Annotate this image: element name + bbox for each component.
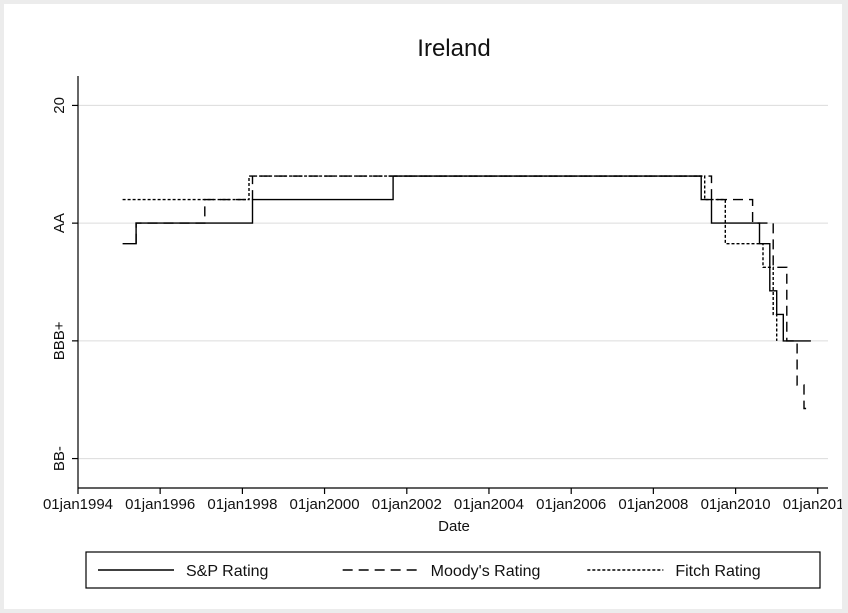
series-line-solid [122,175,811,342]
x-tick-label: 01jan2012 [783,496,842,513]
series-lines [122,175,811,410]
x-axis-title: Date [438,518,470,535]
chart-frame: Ireland BB- BBB+ AA 20 01jan1994 01jan1996 01j… [4,4,842,609]
series-line-dotted [122,175,778,341]
axes: BB- BBB+ AA 20 01jan1994 01jan1996 01jan1998 01… [43,76,842,513]
legend-label: Moody's Rating [431,563,541,580]
legend-box [85,551,821,589]
x-tick-label: 01jan1994 [43,496,113,513]
x-tick-label: 01jan2002 [372,496,442,513]
x-tick-label: 01jan2008 [618,496,688,513]
x-tick-label: 01jan1998 [207,496,277,513]
x-tick-label: 01jan2006 [536,496,606,513]
legend-label: S&P Rating [186,563,268,580]
y-tick-label: BBB+ [51,321,68,360]
legend-label: Fitch Rating [675,563,760,580]
x-tick-label: 01jan2000 [290,496,360,513]
x-tick-label: 01jan1996 [125,496,195,513]
plot-area-background [78,76,828,488]
x-tick-label: 01jan2010 [701,496,771,513]
y-tick-label: BB- [51,446,68,471]
y-tick-label: 20 [51,97,68,114]
rating-chart: Ireland BB- BBB+ AA 20 01jan1994 01jan1996 01j… [43,35,842,589]
chart-title: Ireland [417,35,490,62]
legend: S&P Rating Moody's Rating Fitch Rating [85,551,821,589]
y-tick-label: AA [51,213,68,233]
x-tick-label: 01jan2004 [454,496,524,513]
